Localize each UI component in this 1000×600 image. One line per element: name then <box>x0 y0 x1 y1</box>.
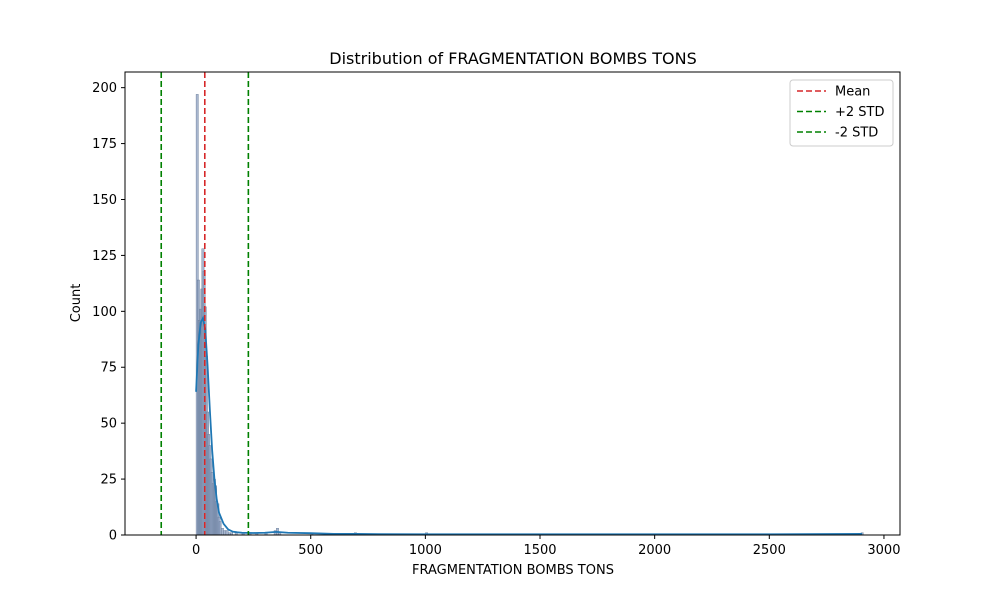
y-tick-label: 150 <box>92 193 117 208</box>
legend: Mean +2 STD -2 STD <box>789 79 894 147</box>
y-tick-label: 175 <box>92 137 117 152</box>
y-tick-label: 50 <box>100 417 117 432</box>
histogram-bars <box>195 94 864 536</box>
legend-label: Mean <box>835 85 870 100</box>
chart-title: Distribution of FRAGMENTATION BOMBS TONS <box>329 49 696 68</box>
y-tick-label: 25 <box>100 473 117 488</box>
y-tick-label: 125 <box>92 249 117 264</box>
plot-frame <box>124 71 901 536</box>
reference-lines <box>160 72 250 535</box>
y-axis: 0 25 50 75 100 125 150 175 200 <box>92 81 125 544</box>
legend-box <box>789 79 894 147</box>
x-axis-title: FRAGMENTATION BOMBS TONS <box>412 563 614 578</box>
kde-line <box>195 315 863 536</box>
x-tick-label: 2000 <box>638 543 671 558</box>
x-tick-label: 0 <box>192 543 200 558</box>
x-axis: 0 500 1000 1500 2000 2500 3000 <box>192 535 900 558</box>
histogram-bar <box>218 521 222 536</box>
y-tick-label: 75 <box>100 361 117 376</box>
histogram-bar <box>223 530 227 536</box>
x-tick-label: 500 <box>298 543 323 558</box>
x-tick-label: 3000 <box>867 543 900 558</box>
histogram-bar <box>221 528 224 536</box>
x-tick-label: 2500 <box>753 543 786 558</box>
y-tick-label: 0 <box>109 529 117 544</box>
x-tick-label: 1500 <box>523 543 556 558</box>
y-tick-label: 200 <box>92 81 117 96</box>
legend-label: -2 STD <box>835 126 878 141</box>
x-tick-label: 1000 <box>409 543 442 558</box>
histogram-bar <box>225 530 229 536</box>
y-axis-title: Count <box>69 284 84 323</box>
legend-label: +2 STD <box>835 105 885 120</box>
y-tick-label: 100 <box>92 305 117 320</box>
